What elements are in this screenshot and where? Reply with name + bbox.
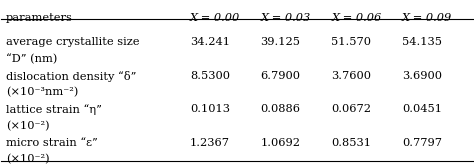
Text: 54.135: 54.135 (402, 37, 442, 47)
Text: 0.1013: 0.1013 (190, 104, 230, 114)
Text: 0.0672: 0.0672 (331, 104, 371, 114)
Text: 34.241: 34.241 (190, 37, 230, 47)
Text: 0.0451: 0.0451 (402, 104, 442, 114)
Text: parameters: parameters (6, 13, 73, 23)
Text: 3.7600: 3.7600 (331, 71, 371, 81)
Text: 51.570: 51.570 (331, 37, 371, 47)
Text: (×10⁻²): (×10⁻²) (6, 121, 50, 131)
Text: lattice strain “η”: lattice strain “η” (6, 104, 102, 115)
Text: X = 0.09: X = 0.09 (402, 13, 452, 23)
Text: dislocation density “δ”: dislocation density “δ” (6, 71, 137, 82)
Text: 0.8531: 0.8531 (331, 138, 371, 148)
Text: 0.0886: 0.0886 (261, 104, 301, 114)
Text: X = 0.03: X = 0.03 (261, 13, 311, 23)
Text: 1.0692: 1.0692 (261, 138, 301, 148)
Text: (×10⁻³nm⁻²): (×10⁻³nm⁻²) (6, 87, 79, 97)
Text: 3.6900: 3.6900 (402, 71, 442, 81)
Text: X = 0.06: X = 0.06 (331, 13, 382, 23)
Text: 0.7797: 0.7797 (402, 138, 442, 148)
Text: X = 0.00: X = 0.00 (190, 13, 240, 23)
Text: 6.7900: 6.7900 (261, 71, 301, 81)
Text: average crystallite size: average crystallite size (6, 37, 140, 47)
Text: 8.5300: 8.5300 (190, 71, 230, 81)
Text: 1.2367: 1.2367 (190, 138, 230, 148)
Text: (×10⁻²): (×10⁻²) (6, 154, 50, 164)
Text: 39.125: 39.125 (261, 37, 301, 47)
Text: “D” (nm): “D” (nm) (6, 54, 57, 64)
Text: micro strain “ε”: micro strain “ε” (6, 138, 98, 148)
